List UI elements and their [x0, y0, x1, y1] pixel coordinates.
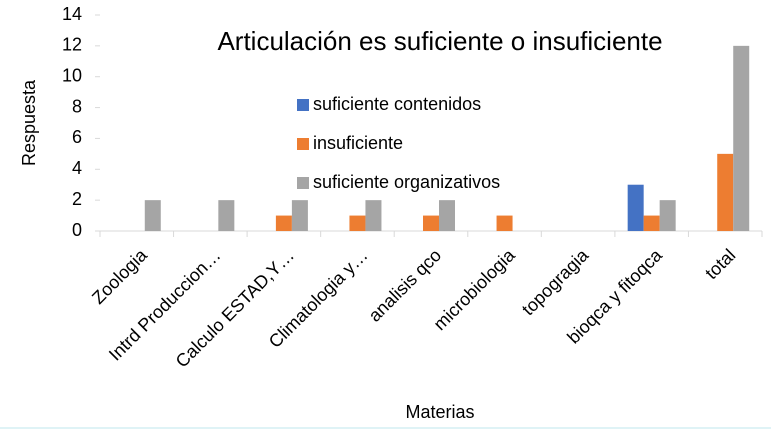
bar	[275, 215, 292, 231]
y-tick-label: 8	[72, 96, 82, 116]
bar	[717, 153, 734, 231]
chart-title: Articulación es suficiente o insuficient…	[217, 26, 662, 56]
bar	[496, 215, 513, 231]
y-axis-label: Respuesta	[19, 79, 39, 166]
y-tick-label: 6	[72, 127, 82, 147]
y-tick-label: 14	[62, 4, 82, 24]
x-tick-label: total	[701, 245, 739, 283]
legend-label: suficiente contenidos	[313, 94, 481, 114]
bar	[365, 200, 382, 231]
bar	[349, 215, 366, 231]
y-tick-label: 0	[72, 220, 82, 240]
legend-swatch	[297, 177, 309, 189]
x-tick-label: analisis qco	[365, 245, 446, 326]
y-tick-label: 4	[72, 158, 82, 178]
legend-label: suficiente organizativos	[313, 172, 500, 192]
bar	[659, 200, 676, 231]
legend-label: insuficiente	[313, 133, 403, 153]
bar	[439, 200, 455, 231]
y-tick-label: 2	[72, 189, 82, 209]
legend-swatch	[297, 99, 309, 111]
x-tick-label: Zoologia	[88, 244, 152, 308]
bar	[643, 215, 660, 231]
bar	[144, 200, 161, 231]
legend-swatch	[297, 138, 309, 150]
bar	[627, 184, 644, 231]
bar	[291, 200, 308, 231]
x-tick-label: topogragia	[518, 244, 593, 319]
bar	[423, 215, 439, 231]
x-axis-label: Materias	[405, 402, 474, 422]
y-tick-label: 10	[62, 65, 82, 85]
bar	[218, 200, 235, 231]
bar	[733, 45, 750, 231]
y-tick-label: 12	[62, 35, 82, 55]
